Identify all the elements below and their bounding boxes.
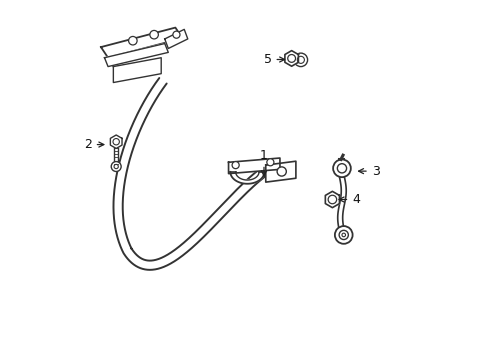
Polygon shape <box>164 30 187 49</box>
Text: 4: 4 <box>338 193 359 206</box>
Polygon shape <box>265 161 295 182</box>
Text: 1: 1 <box>260 149 267 176</box>
Circle shape <box>341 233 345 237</box>
Circle shape <box>297 56 304 63</box>
Circle shape <box>173 31 180 38</box>
Circle shape <box>266 159 273 166</box>
Text: 5: 5 <box>263 53 284 66</box>
Polygon shape <box>101 28 182 58</box>
Circle shape <box>337 164 346 173</box>
Polygon shape <box>113 58 161 82</box>
Text: 3: 3 <box>358 165 379 177</box>
Circle shape <box>332 159 350 177</box>
Circle shape <box>277 167 286 176</box>
Polygon shape <box>230 172 264 184</box>
Circle shape <box>111 162 121 171</box>
Text: 2: 2 <box>84 138 103 151</box>
Polygon shape <box>337 177 346 231</box>
Circle shape <box>113 139 119 145</box>
Polygon shape <box>110 135 122 148</box>
Circle shape <box>339 230 347 239</box>
Circle shape <box>293 53 307 67</box>
Circle shape <box>114 165 118 168</box>
Circle shape <box>287 54 295 62</box>
Circle shape <box>128 36 137 45</box>
Polygon shape <box>285 51 298 66</box>
Polygon shape <box>325 192 339 208</box>
Polygon shape <box>228 158 279 174</box>
Circle shape <box>149 31 158 39</box>
Polygon shape <box>104 44 168 67</box>
Circle shape <box>232 162 239 168</box>
Circle shape <box>327 195 336 204</box>
Circle shape <box>334 226 352 244</box>
